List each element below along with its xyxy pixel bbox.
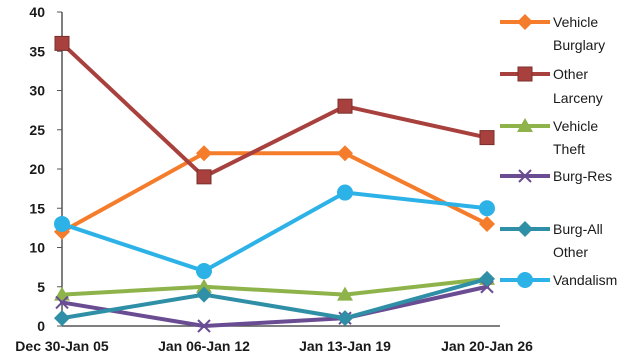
series-line-5 (60, 190, 489, 274)
series-2-point-2 (337, 286, 353, 301)
legend-label-4: Other (553, 244, 588, 260)
legend-marker-0 (517, 14, 533, 30)
series-0-point-2 (337, 145, 353, 162)
series-5-point-1 (196, 263, 212, 280)
legend-marker-1 (517, 66, 533, 82)
legend-label-1: Larceny (553, 90, 603, 106)
y-tick-label: 5 (37, 279, 45, 295)
series-line-3 (60, 284, 489, 328)
x-tick-label: Jan 20-Jan 26 (441, 338, 533, 354)
legend-label-5: Vandalism (553, 272, 617, 288)
series-line-2 (60, 276, 489, 297)
series-5-point-0 (54, 215, 70, 232)
series-4-point-2 (337, 310, 353, 327)
y-tick-label: 30 (29, 83, 45, 99)
legend-label-4: Burg-All (553, 221, 603, 237)
series-5-point-3 (479, 200, 495, 217)
series-1-point-2 (337, 98, 353, 114)
series-0-point-3 (479, 215, 495, 232)
legend-label-3: Burg-Res (553, 168, 612, 184)
series-3-point-1 (197, 319, 211, 333)
legend-label-0: Burglary (553, 37, 605, 53)
x-tick-label: Jan 06-Jan 12 (158, 338, 250, 354)
series-4-point-3 (479, 270, 495, 287)
series-3-point-0 (55, 295, 69, 310)
legend-label-1: Other (553, 66, 588, 82)
y-tick-label: 35 (29, 43, 45, 59)
x-tick-label: Jan 13-Jan 19 (299, 338, 391, 354)
x-tick-label: Dec 30-Jan 05 (15, 338, 109, 354)
y-tick-label: 10 (29, 240, 45, 256)
y-tick-label: 15 (29, 200, 45, 216)
legend-label-2: Theft (553, 141, 585, 157)
y-tick-label: 40 (29, 4, 45, 20)
legend-marker-2 (517, 118, 533, 132)
y-tick-label: 0 (37, 318, 45, 334)
legend-label-0: Vehicle (553, 14, 598, 30)
legend-marker-5 (517, 272, 533, 288)
series-4-point-0 (54, 310, 70, 327)
legend-marker-4 (517, 221, 533, 237)
series-1-point-1 (196, 169, 212, 185)
series-line-0 (60, 151, 489, 234)
series-0-point-1 (196, 145, 212, 162)
y-tick-label: 25 (29, 122, 45, 138)
series-4-point-1 (196, 286, 212, 303)
series-5-point-2 (337, 184, 353, 201)
legend-marker-3 (518, 169, 532, 183)
series-line-1 (60, 41, 489, 179)
series-1-point-3 (479, 130, 495, 146)
legend-label-2: Vehicle (553, 118, 598, 134)
series-1-point-0 (54, 35, 70, 51)
series-line-4 (60, 276, 489, 321)
y-tick-label: 20 (29, 161, 45, 177)
series-2-point-1 (196, 278, 212, 293)
